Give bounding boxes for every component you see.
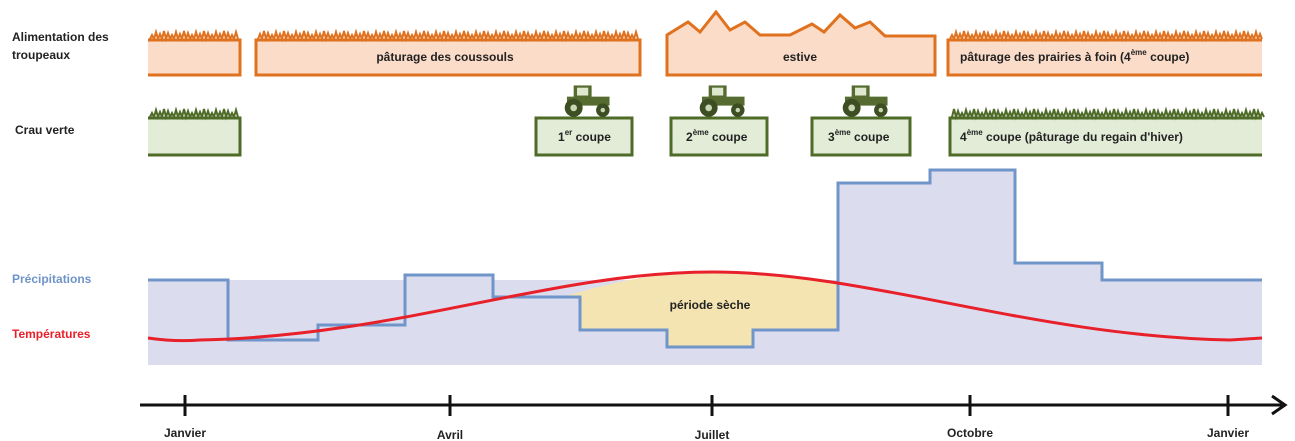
sup: er xyxy=(565,128,573,137)
sup: ème xyxy=(835,128,852,137)
grass-tuft xyxy=(257,28,639,43)
box-label: pâturage des coussouls xyxy=(376,50,514,64)
box-label: estive xyxy=(783,50,817,64)
month-label: Avril xyxy=(437,428,463,441)
temperature-line xyxy=(147,270,1263,343)
box xyxy=(665,9,937,77)
dry-period-area xyxy=(562,272,838,347)
dry-period-label: période sèche xyxy=(670,298,751,312)
box xyxy=(669,116,769,157)
month-label: Janvier xyxy=(164,426,206,440)
month-label: Juillet xyxy=(695,428,730,441)
text: coupe (pâturage du regain d'hiver) xyxy=(983,130,1183,144)
text: pâturage des prairies à foin (4 xyxy=(960,50,1131,64)
text: coupe xyxy=(572,130,611,144)
box xyxy=(148,38,242,77)
box xyxy=(534,116,634,157)
cut-label: 2ème coupe xyxy=(686,128,748,144)
text: coupe xyxy=(851,130,890,144)
text: 1 xyxy=(558,130,565,144)
box xyxy=(948,116,1262,157)
text: coupe xyxy=(709,130,748,144)
crau-boxes xyxy=(148,116,1262,157)
grass-tuft xyxy=(149,106,239,121)
month-label: Janvier xyxy=(1207,426,1249,440)
sup: ème xyxy=(693,128,710,137)
precipitation-area xyxy=(148,170,1262,365)
box xyxy=(946,38,1262,77)
month-label: Octobre xyxy=(947,426,993,440)
row-label: Alimentation des xyxy=(12,30,109,44)
grass-tuft xyxy=(949,28,1263,43)
row-label: troupeaux xyxy=(12,48,70,62)
sup: ème xyxy=(1131,48,1148,57)
precipitation-line xyxy=(148,168,1262,349)
tractor-icon xyxy=(699,85,745,117)
sup: ème xyxy=(967,128,984,137)
box xyxy=(810,116,912,157)
box xyxy=(148,116,242,157)
feeding-boxes xyxy=(148,9,1262,77)
legend-label: Températures xyxy=(12,327,91,341)
box-label: pâturage des prairies à foin (4ème coupe… xyxy=(960,48,1189,64)
text: 4 xyxy=(960,130,967,144)
row-label: Crau verte xyxy=(15,123,75,137)
tractor-icon xyxy=(842,85,888,117)
cut-label: 3ème coupe xyxy=(828,128,890,144)
box xyxy=(254,38,642,77)
grass-tuft xyxy=(149,28,239,43)
grass-tuft xyxy=(951,106,1265,121)
text: 3 xyxy=(828,130,835,144)
tractor-icon xyxy=(564,85,610,117)
time-axis xyxy=(140,394,1288,416)
text: 2 xyxy=(686,130,693,144)
cut-label: 1er coupe xyxy=(558,128,611,144)
text: coupe) xyxy=(1147,50,1190,64)
legend-label: Précipitations xyxy=(12,272,92,286)
grass xyxy=(149,28,1265,121)
cut-label: 4ème coupe (pâturage du regain d'hiver) xyxy=(960,128,1183,144)
